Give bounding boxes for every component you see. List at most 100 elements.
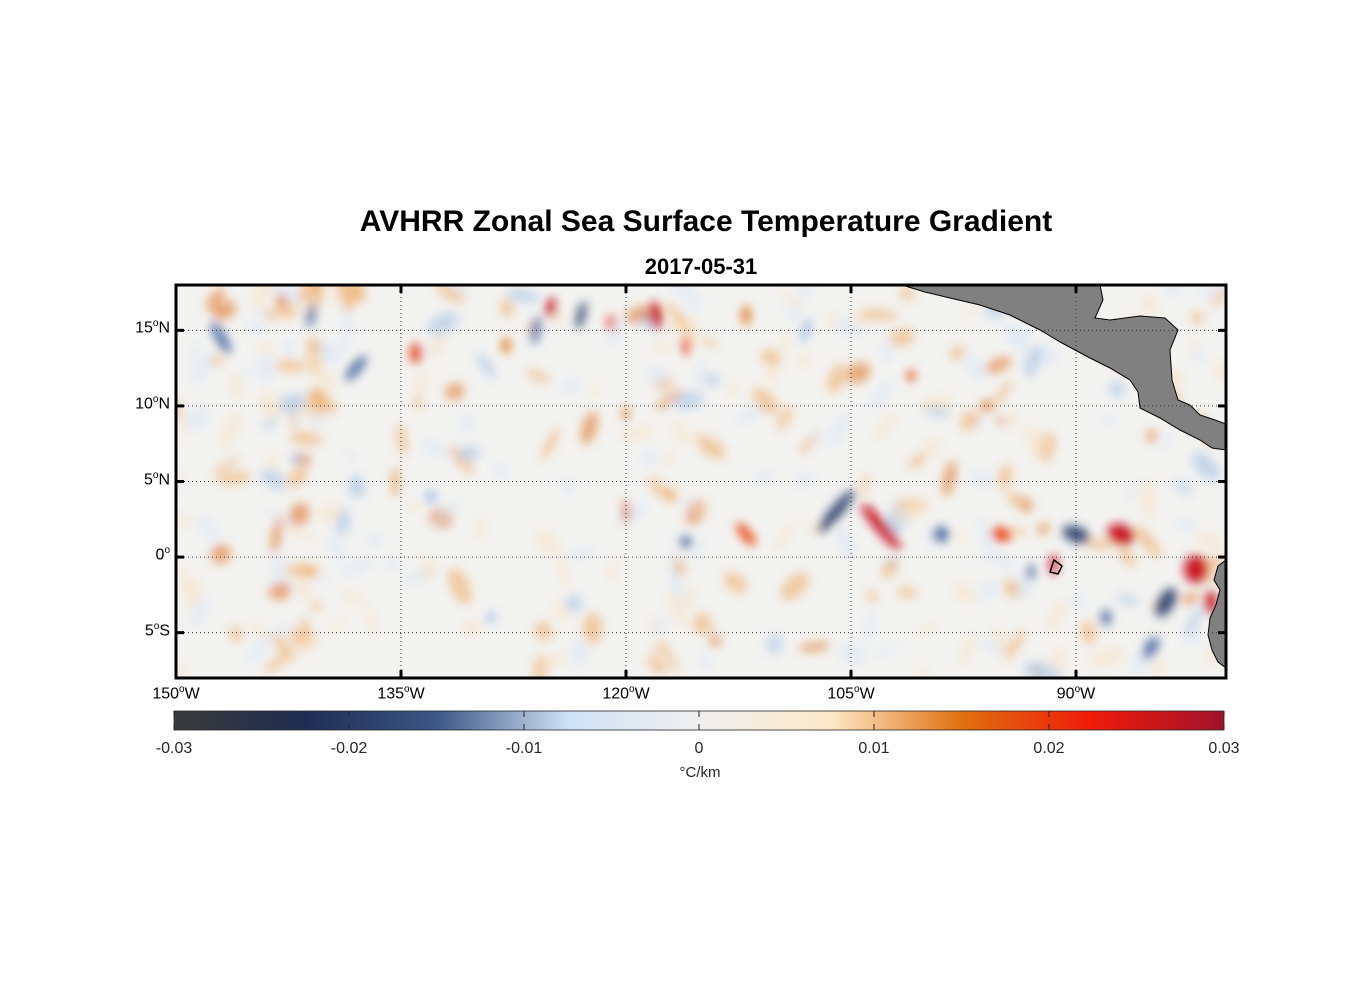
field-texture: [310, 601, 323, 611]
field-texture: [190, 596, 210, 628]
field-texture: [881, 337, 893, 365]
gradient-feature: [907, 369, 915, 382]
gradient-feature: [982, 399, 990, 412]
gradient-feature: [546, 297, 556, 318]
field-texture: [413, 393, 422, 410]
field-texture: [499, 299, 515, 317]
field-texture: [959, 410, 980, 431]
field-texture: [920, 395, 956, 412]
field-texture: [726, 380, 738, 400]
gradient-feature: [817, 489, 855, 534]
field-texture: [264, 654, 289, 672]
field-texture: [437, 285, 465, 303]
field-texture: [703, 373, 720, 386]
field-texture: [493, 463, 508, 478]
field-texture: [954, 531, 967, 543]
field-texture: [262, 418, 278, 429]
field-texture: [881, 559, 899, 579]
field-texture: [651, 646, 666, 654]
field-texture: [647, 656, 668, 674]
field-texture: [445, 382, 465, 401]
lat-tick-label: 15oN: [135, 318, 170, 337]
field-texture: [339, 558, 375, 576]
field-texture: [295, 578, 313, 600]
field-texture: [289, 414, 298, 429]
field-texture: [776, 406, 793, 432]
gradient-feature: [277, 294, 285, 307]
south-america-land: [1207, 559, 1226, 669]
field-texture: [908, 453, 927, 469]
field-texture: [392, 467, 399, 497]
field-texture: [735, 405, 766, 424]
field-texture: [1037, 522, 1050, 535]
field-texture: [339, 334, 348, 353]
field-texture: [560, 377, 582, 395]
field-texture: [667, 285, 697, 301]
field-texture: [793, 471, 816, 488]
field-texture: [541, 427, 560, 461]
field-texture: [754, 469, 774, 484]
gradient-feature: [425, 490, 437, 503]
gradient-feature: [742, 305, 750, 326]
field-texture: [861, 474, 870, 495]
field-texture: [867, 380, 896, 411]
field-texture: [899, 286, 915, 301]
field-texture: [1045, 598, 1068, 632]
field-texture: [297, 285, 322, 302]
field-texture: [551, 311, 566, 325]
field-texture: [959, 630, 976, 666]
field-texture: [1140, 295, 1159, 314]
field-texture: [1187, 339, 1199, 354]
colorbar-tick-label: -0.01: [505, 740, 543, 757]
field-texture: [385, 556, 400, 570]
field-texture: [271, 632, 296, 662]
field-texture: [427, 311, 459, 337]
field-texture: [1191, 310, 1204, 325]
field-texture: [317, 371, 336, 390]
colorbar-tick-label: 0: [694, 740, 704, 757]
gradient-feature: [410, 343, 422, 364]
graticule: [176, 285, 1226, 678]
field-texture: [655, 390, 684, 410]
field-texture: [975, 637, 1008, 656]
field-texture: [534, 621, 553, 641]
field-texture: [827, 413, 849, 449]
gradient-feature: [345, 355, 367, 381]
gradient-feature: [306, 303, 316, 328]
field-texture: [212, 301, 237, 321]
field-texture: [942, 460, 957, 497]
field-texture: [1139, 479, 1156, 518]
chart-subtitle: 2017-05-31: [644, 254, 758, 279]
field-texture: [1215, 359, 1226, 384]
field-texture: [335, 509, 351, 536]
field-texture: [923, 525, 935, 547]
field-texture: [582, 612, 603, 645]
field-texture: [265, 453, 280, 468]
field-texture: [176, 513, 192, 528]
field-texture: [693, 357, 707, 388]
field-texture: [963, 353, 985, 381]
field-texture: [206, 287, 225, 310]
gradient-feature: [1107, 523, 1135, 545]
field-texture: [589, 385, 599, 398]
field-texture: [666, 301, 691, 334]
field-texture: [837, 644, 866, 664]
field-texture: [1184, 605, 1204, 637]
field-texture: [997, 464, 1013, 490]
gradient-feature: [487, 611, 495, 624]
field-texture: [343, 450, 357, 461]
field-texture: [1088, 647, 1126, 668]
field-texture: [278, 393, 307, 413]
field-texture: [1194, 532, 1226, 550]
field-texture: [697, 652, 713, 670]
field-texture: [953, 581, 976, 604]
field-texture: [210, 355, 224, 367]
field-texture: [1181, 593, 1200, 605]
field-texture: [760, 349, 781, 365]
field-texture: [671, 421, 688, 439]
field-texture: [692, 613, 713, 635]
colorbar-tick-label: 0.01: [858, 740, 890, 757]
gradient-feature: [1184, 555, 1208, 584]
lat-tick-label: 5oN: [143, 469, 170, 488]
field-texture: [289, 431, 323, 446]
